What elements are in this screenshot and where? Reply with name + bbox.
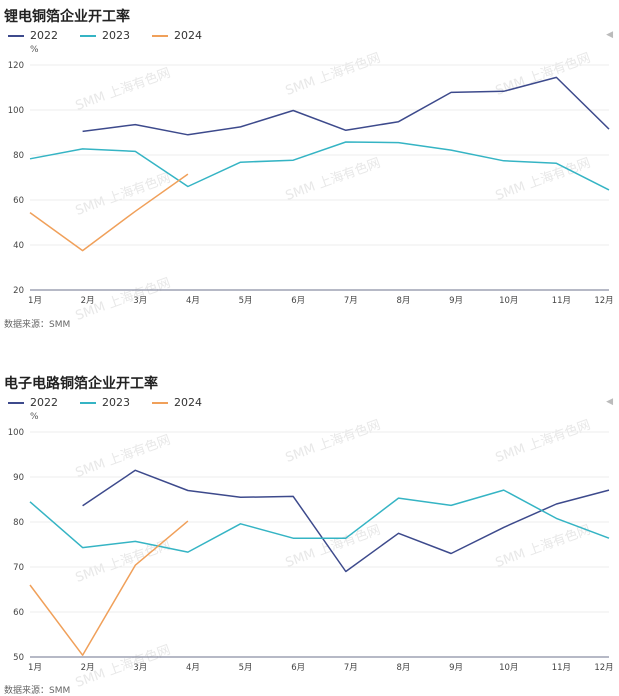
legend-swatch <box>8 34 24 37</box>
legend-swatch <box>152 34 168 37</box>
x-tick-label: 9月 <box>449 296 463 306</box>
x-tick-label: 6月 <box>291 296 305 306</box>
y-tick-label: 60 <box>13 196 24 206</box>
legend-label: 2023 <box>102 29 130 42</box>
watermark: SMM 上海有色网 <box>283 417 382 466</box>
x-tick-label: 5月 <box>239 296 253 306</box>
y-tick-label: 20 <box>13 286 24 296</box>
y-tick-label: 40 <box>13 241 24 251</box>
data-source: 数据来源：SMM <box>4 320 71 330</box>
y-tick-label: 90 <box>13 473 24 483</box>
legend-scroll-left-icon[interactable]: ◀ <box>606 397 613 407</box>
legend-swatch <box>80 401 96 404</box>
y-tick-label: 80 <box>13 518 24 528</box>
y-tick-label: 100 <box>8 106 24 116</box>
y-tick-label: 80 <box>13 151 24 161</box>
x-tick-label: 1月 <box>28 296 42 306</box>
chart-legend: 2022 2023 2024 <box>8 396 202 409</box>
x-tick-label: 9月 <box>449 663 463 673</box>
series-line-2022[interactable] <box>82 76 610 136</box>
y-axis-unit: % <box>30 45 39 55</box>
x-tick-label: 3月 <box>133 663 147 673</box>
series-line-2024[interactable] <box>29 173 189 252</box>
x-tick-label: 8月 <box>396 663 410 673</box>
legend-label: 2022 <box>30 396 58 409</box>
y-tick-label: 70 <box>13 563 24 573</box>
watermark: SMM 上海有色网 <box>493 522 592 571</box>
legend-label: 2024 <box>174 29 202 42</box>
x-tick-label: 10月 <box>499 296 518 306</box>
legend-label: 2023 <box>102 396 130 409</box>
legend-swatch <box>80 34 96 37</box>
x-tick-label: 1月 <box>28 663 42 673</box>
watermark: SMM 上海有色网 <box>493 417 592 466</box>
chart-title: 电子电路铜箔企业开工率 <box>4 376 158 392</box>
data-source: 数据来源：SMM <box>4 686 71 696</box>
x-tick-label: 12月 <box>594 663 613 673</box>
legend-item-2023[interactable]: 2023 <box>80 396 130 409</box>
chart-title: 锂电铜箔企业开工率 <box>4 9 130 25</box>
series-line-2023[interactable] <box>29 141 610 191</box>
legend-swatch <box>8 401 24 404</box>
legend-item-2023[interactable]: 2023 <box>80 29 130 42</box>
chart-legend: 2022 2023 2024 <box>8 29 202 42</box>
y-tick-label: 100 <box>8 428 24 438</box>
legend-item-2024[interactable]: 2024 <box>152 29 202 42</box>
legend-item-2022[interactable]: 2022 <box>8 29 58 42</box>
x-tick-label: 7月 <box>344 296 358 306</box>
x-tick-label: 4月 <box>186 663 200 673</box>
x-tick-label: 7月 <box>344 663 358 673</box>
watermark: SMM 上海有色网 <box>283 522 382 571</box>
series-line-2023[interactable] <box>29 489 610 553</box>
x-tick-label: 5月 <box>239 663 253 673</box>
y-axis-unit: % <box>30 412 39 422</box>
legend-item-2024[interactable]: 2024 <box>152 396 202 409</box>
watermark: SMM 上海有色网 <box>73 537 172 586</box>
watermark: SMM 上海有色网 <box>73 432 172 481</box>
x-tick-label: 10月 <box>499 663 518 673</box>
y-tick-label: 50 <box>13 653 24 663</box>
x-tick-label: 2月 <box>81 663 95 673</box>
y-tick-label: 120 <box>8 61 24 71</box>
x-tick-label: 11月 <box>552 663 571 673</box>
legend-item-2022[interactable]: 2022 <box>8 396 58 409</box>
x-tick-label: 3月 <box>133 296 147 306</box>
x-tick-label: 11月 <box>552 296 571 306</box>
legend-scroll-left-icon[interactable]: ◀ <box>606 30 613 40</box>
x-tick-label: 8月 <box>396 296 410 306</box>
x-tick-label: 6月 <box>291 663 305 673</box>
x-tick-label: 12月 <box>594 296 613 306</box>
legend-label: 2024 <box>174 396 202 409</box>
series-line-2022[interactable] <box>82 469 610 573</box>
x-tick-label: 2月 <box>81 296 95 306</box>
lithium-copper-foil-chart: 锂电铜箔企业开工率 2022 2023 2024 ◀ % SMM 上海有色网 SM… <box>0 0 619 340</box>
legend-label: 2022 <box>30 29 58 42</box>
y-tick-label: 60 <box>13 608 24 618</box>
x-tick-label: 4月 <box>186 296 200 306</box>
legend-swatch <box>152 401 168 404</box>
series-line-2024[interactable] <box>29 520 189 656</box>
